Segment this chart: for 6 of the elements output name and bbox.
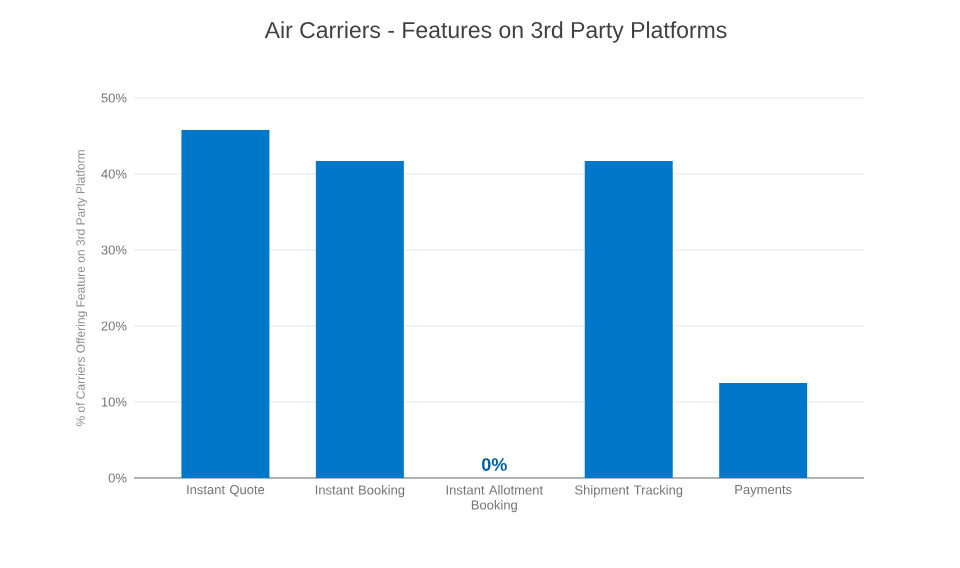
- data-label: 0%: [482, 458, 507, 471]
- bar: [584, 161, 673, 478]
- chart-title: Air Carriers - Features on 3rd Party Platforms: [264, 21, 727, 43]
- bar: [181, 129, 270, 478]
- bar: [719, 382, 808, 478]
- bar: [315, 161, 404, 478]
